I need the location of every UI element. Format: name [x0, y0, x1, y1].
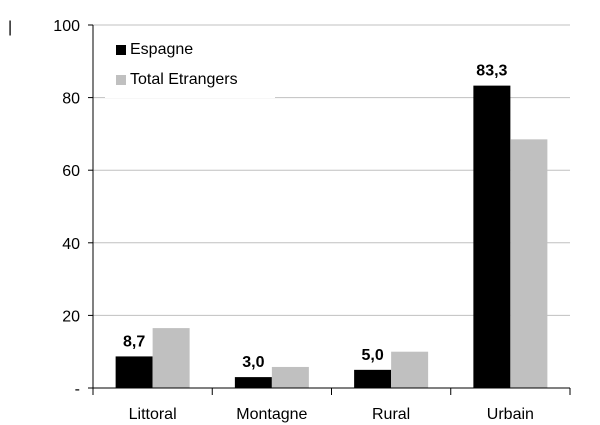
- legend-label: Total Etrangers: [130, 71, 238, 88]
- y-tick-label: 60: [62, 163, 80, 180]
- data-label: 8,7: [123, 333, 145, 350]
- y-axis-ticks: - 20 40 60 80 100: [53, 18, 93, 398]
- bar: [354, 369, 392, 388]
- y-tick-label: 40: [62, 236, 80, 253]
- x-tick-label: Urbain: [487, 406, 534, 423]
- bar: [234, 377, 272, 388]
- data-labels: 8,7 3,0 5,0 83,3: [123, 63, 508, 371]
- y-tick-label: 20: [62, 308, 80, 325]
- bar: [510, 139, 548, 388]
- axes: [92, 25, 571, 395]
- legend: Espagne Total Etrangers: [105, 30, 275, 98]
- y-tick-label: -: [75, 381, 80, 398]
- bar: [473, 85, 511, 388]
- x-axis-labels: Littoral Montagne Rural Urbain: [129, 406, 534, 423]
- data-label: 3,0: [242, 354, 264, 371]
- legend-label: Espagne: [130, 41, 193, 58]
- x-tick-label: Rural: [372, 406, 410, 423]
- bar: [152, 328, 190, 388]
- bar: [271, 366, 309, 388]
- legend-box: [105, 30, 275, 98]
- legend-swatch: [116, 45, 126, 55]
- bars: [115, 85, 548, 388]
- data-label: 83,3: [476, 63, 507, 80]
- x-tick-label: Littoral: [129, 406, 177, 423]
- bar: [115, 356, 153, 388]
- y-tick-label: 80: [62, 91, 80, 108]
- corner-mark: |: [8, 19, 12, 36]
- y-tick-label: 100: [53, 18, 80, 35]
- data-label: 5,0: [362, 347, 384, 364]
- bar: [391, 351, 429, 388]
- x-tick-label: Montagne: [236, 406, 307, 423]
- legend-swatch: [116, 75, 126, 85]
